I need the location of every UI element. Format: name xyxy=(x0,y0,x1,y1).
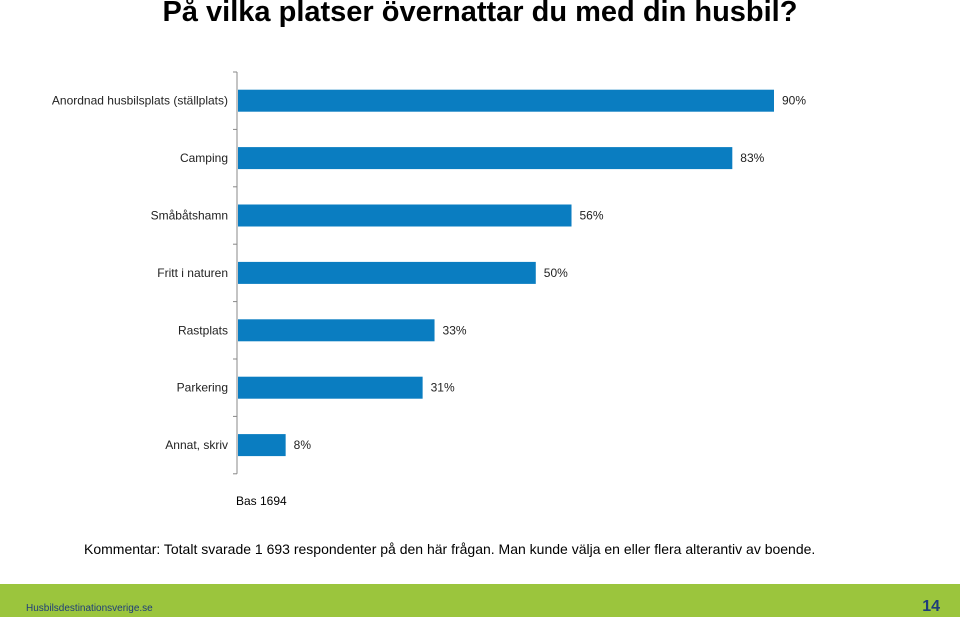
bar xyxy=(238,261,536,284)
footer-bar: Husbilsdestinationsverige.se 14 xyxy=(0,584,960,617)
value-label: 33% xyxy=(443,323,467,337)
bar xyxy=(238,319,435,342)
category-label: Annat, skriv xyxy=(165,438,228,452)
value-label: 83% xyxy=(740,151,764,165)
category-label: Rastplats xyxy=(178,323,228,337)
comment-text: Kommentar: Totalt svarade 1 693 responde… xyxy=(84,541,816,557)
bar xyxy=(238,434,286,457)
category-label: Camping xyxy=(180,151,228,165)
page-number: 14 xyxy=(922,598,940,615)
bar xyxy=(238,204,572,227)
bar-chart: Anordnad husbilsplats (ställplats) 90% Cam… xyxy=(52,71,806,475)
base-note: Bas 1694 xyxy=(236,494,287,508)
value-label: 50% xyxy=(544,266,568,280)
page-title: På vilka platser övernattar du med din h… xyxy=(162,0,798,28)
bar xyxy=(238,376,423,399)
value-label: 8% xyxy=(294,438,312,452)
value-label: 31% xyxy=(431,381,455,395)
value-label: 90% xyxy=(782,94,806,108)
category-label: Parkering xyxy=(177,381,228,395)
category-label: Fritt i naturen xyxy=(157,266,228,280)
value-label: 56% xyxy=(580,209,604,223)
category-label: Småbåtshamn xyxy=(151,209,228,223)
category-label: Anordnad husbilsplats (ställplats) xyxy=(52,94,228,108)
bar xyxy=(238,147,733,170)
bar xyxy=(238,89,774,112)
footer-site-link[interactable]: Husbilsdestinationsverige.se xyxy=(26,603,153,614)
